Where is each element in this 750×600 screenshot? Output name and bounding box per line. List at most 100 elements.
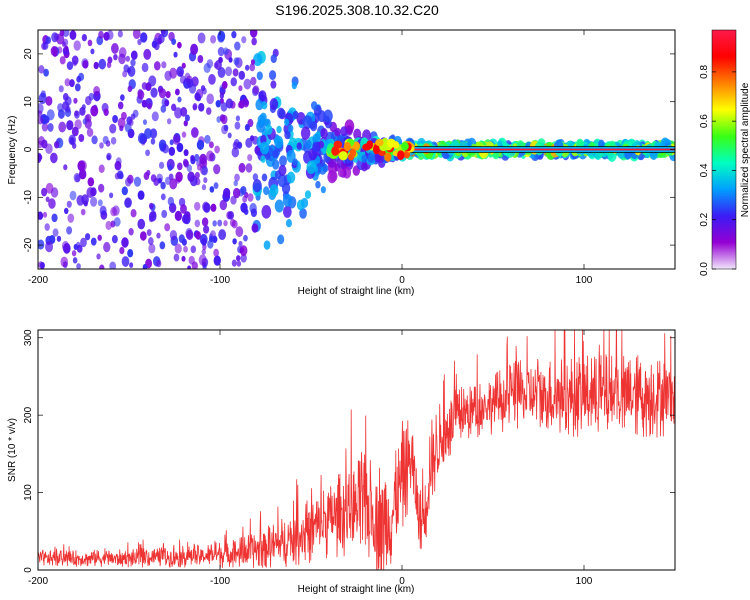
heatmap-cell (43, 68, 49, 77)
heatmap-cell (162, 143, 169, 154)
heatmap-cell (238, 70, 246, 80)
heatmap-cell (243, 78, 252, 90)
heatmap-cell (97, 234, 102, 241)
heatmap-x-ticks: -200 -100 0 100 (28, 30, 593, 286)
heatmap-cell (130, 50, 138, 60)
snr-y-label: SNR (10 * v/v) (7, 418, 18, 482)
heatmap-cell (59, 56, 66, 65)
heatmap-cell (74, 83, 81, 92)
heatmap-cell (60, 256, 69, 268)
heatmap-cell (41, 139, 48, 149)
heatmap-cell (196, 164, 202, 171)
heatmap-cell (106, 154, 111, 161)
heatmap-cell (68, 134, 77, 146)
heatmap-cell (209, 186, 215, 193)
heatmap-cell (142, 263, 148, 269)
heatmap-cell (103, 241, 111, 253)
heatmap-cell (217, 46, 225, 57)
heatmap-cell (201, 165, 208, 176)
heatmap-cell (137, 132, 146, 144)
heatmap-cell (73, 40, 81, 51)
heatmap-cell (176, 162, 183, 171)
heatmap-cell (117, 117, 126, 129)
heatmap-cell (157, 38, 162, 45)
heatmap-cell (99, 264, 105, 269)
heatmap-cell (121, 256, 130, 267)
heatmap-cell (76, 263, 81, 269)
heatmap-cell (146, 169, 151, 176)
heatmap-cell (353, 128, 362, 140)
heatmap-cell (149, 128, 158, 139)
heatmap-cell (156, 232, 161, 239)
heatmap-cell (312, 133, 321, 145)
x-tick-label: 100 (576, 275, 593, 286)
y-tick-label: -20 (23, 237, 34, 252)
heatmap-cell (176, 66, 184, 77)
heatmap-cell (232, 238, 237, 245)
heatmap-cell (71, 126, 79, 137)
heatmap-cell (238, 240, 243, 247)
heatmap-cell (320, 127, 328, 139)
heatmap-cell (220, 102, 228, 112)
heatmap-cell (178, 234, 185, 243)
heatmap-hot-cell (392, 141, 400, 149)
heatmap-cell (232, 68, 239, 77)
heatmap-cell (187, 171, 195, 183)
heatmap-hot-cell (384, 152, 392, 162)
heatmap-cell (143, 48, 152, 60)
heatmap-cell (315, 180, 321, 189)
heatmap-cell (225, 66, 233, 77)
heatmap-cell (194, 171, 200, 179)
heatmap-cell (137, 190, 145, 200)
heatmap-cell (133, 176, 142, 187)
heatmap-cell (270, 80, 277, 89)
heatmap-cell (223, 220, 228, 227)
heatmap-cell (98, 58, 107, 70)
heatmap-cell (234, 121, 241, 130)
heatmap-cell (98, 164, 105, 173)
heatmap-cell (117, 101, 124, 110)
heatmap-cell (183, 245, 188, 253)
heatmap-cell (250, 59, 255, 65)
heatmap-cell (334, 127, 341, 137)
x-tick-label: -100 (210, 275, 230, 286)
heatmap-cell (109, 123, 117, 134)
heatmap-cell (165, 90, 171, 99)
heatmap-cell (121, 186, 128, 196)
heatmap-cell (130, 209, 137, 218)
heatmap-cell (99, 205, 107, 216)
colorbar-tick-label: 0.2 (699, 212, 710, 226)
heatmap-cell (296, 199, 305, 211)
heatmap-cell (57, 109, 65, 119)
heatmap-cell (277, 234, 285, 245)
heatmap-hot-cell (372, 144, 380, 155)
heatmap-cell (239, 245, 248, 256)
heatmap-cell (247, 193, 254, 202)
heatmap-y-ticks: -20 -10 0 10 20 (23, 48, 675, 252)
heatmap-cell (160, 30, 166, 35)
heatmap-cell (53, 33, 60, 41)
heatmap-cell (66, 200, 72, 208)
heatmap-cell (41, 122, 49, 132)
heatmap-cell (177, 96, 182, 103)
heatmap-cell (225, 98, 234, 109)
heatmap-cell (158, 88, 167, 99)
heatmap-cell (66, 61, 74, 71)
heatmap-cell (181, 255, 186, 262)
heatmap-cell (265, 124, 273, 135)
heatmap-cell (139, 231, 147, 241)
heatmap-cell (223, 47, 229, 56)
heatmap-cell (74, 110, 79, 117)
heatmap-cell (105, 220, 112, 230)
heatmap-cell (249, 135, 255, 142)
heatmap-cell (240, 202, 248, 213)
heatmap-cell (90, 196, 98, 207)
heatmap-cell (62, 38, 69, 47)
heatmap-cell (194, 92, 201, 101)
heatmap-cell (90, 105, 99, 117)
heatmap-cell (38, 65, 45, 74)
heatmap-cell (227, 211, 234, 220)
heatmap-cell (260, 155, 266, 163)
heatmap-cell (91, 135, 98, 145)
